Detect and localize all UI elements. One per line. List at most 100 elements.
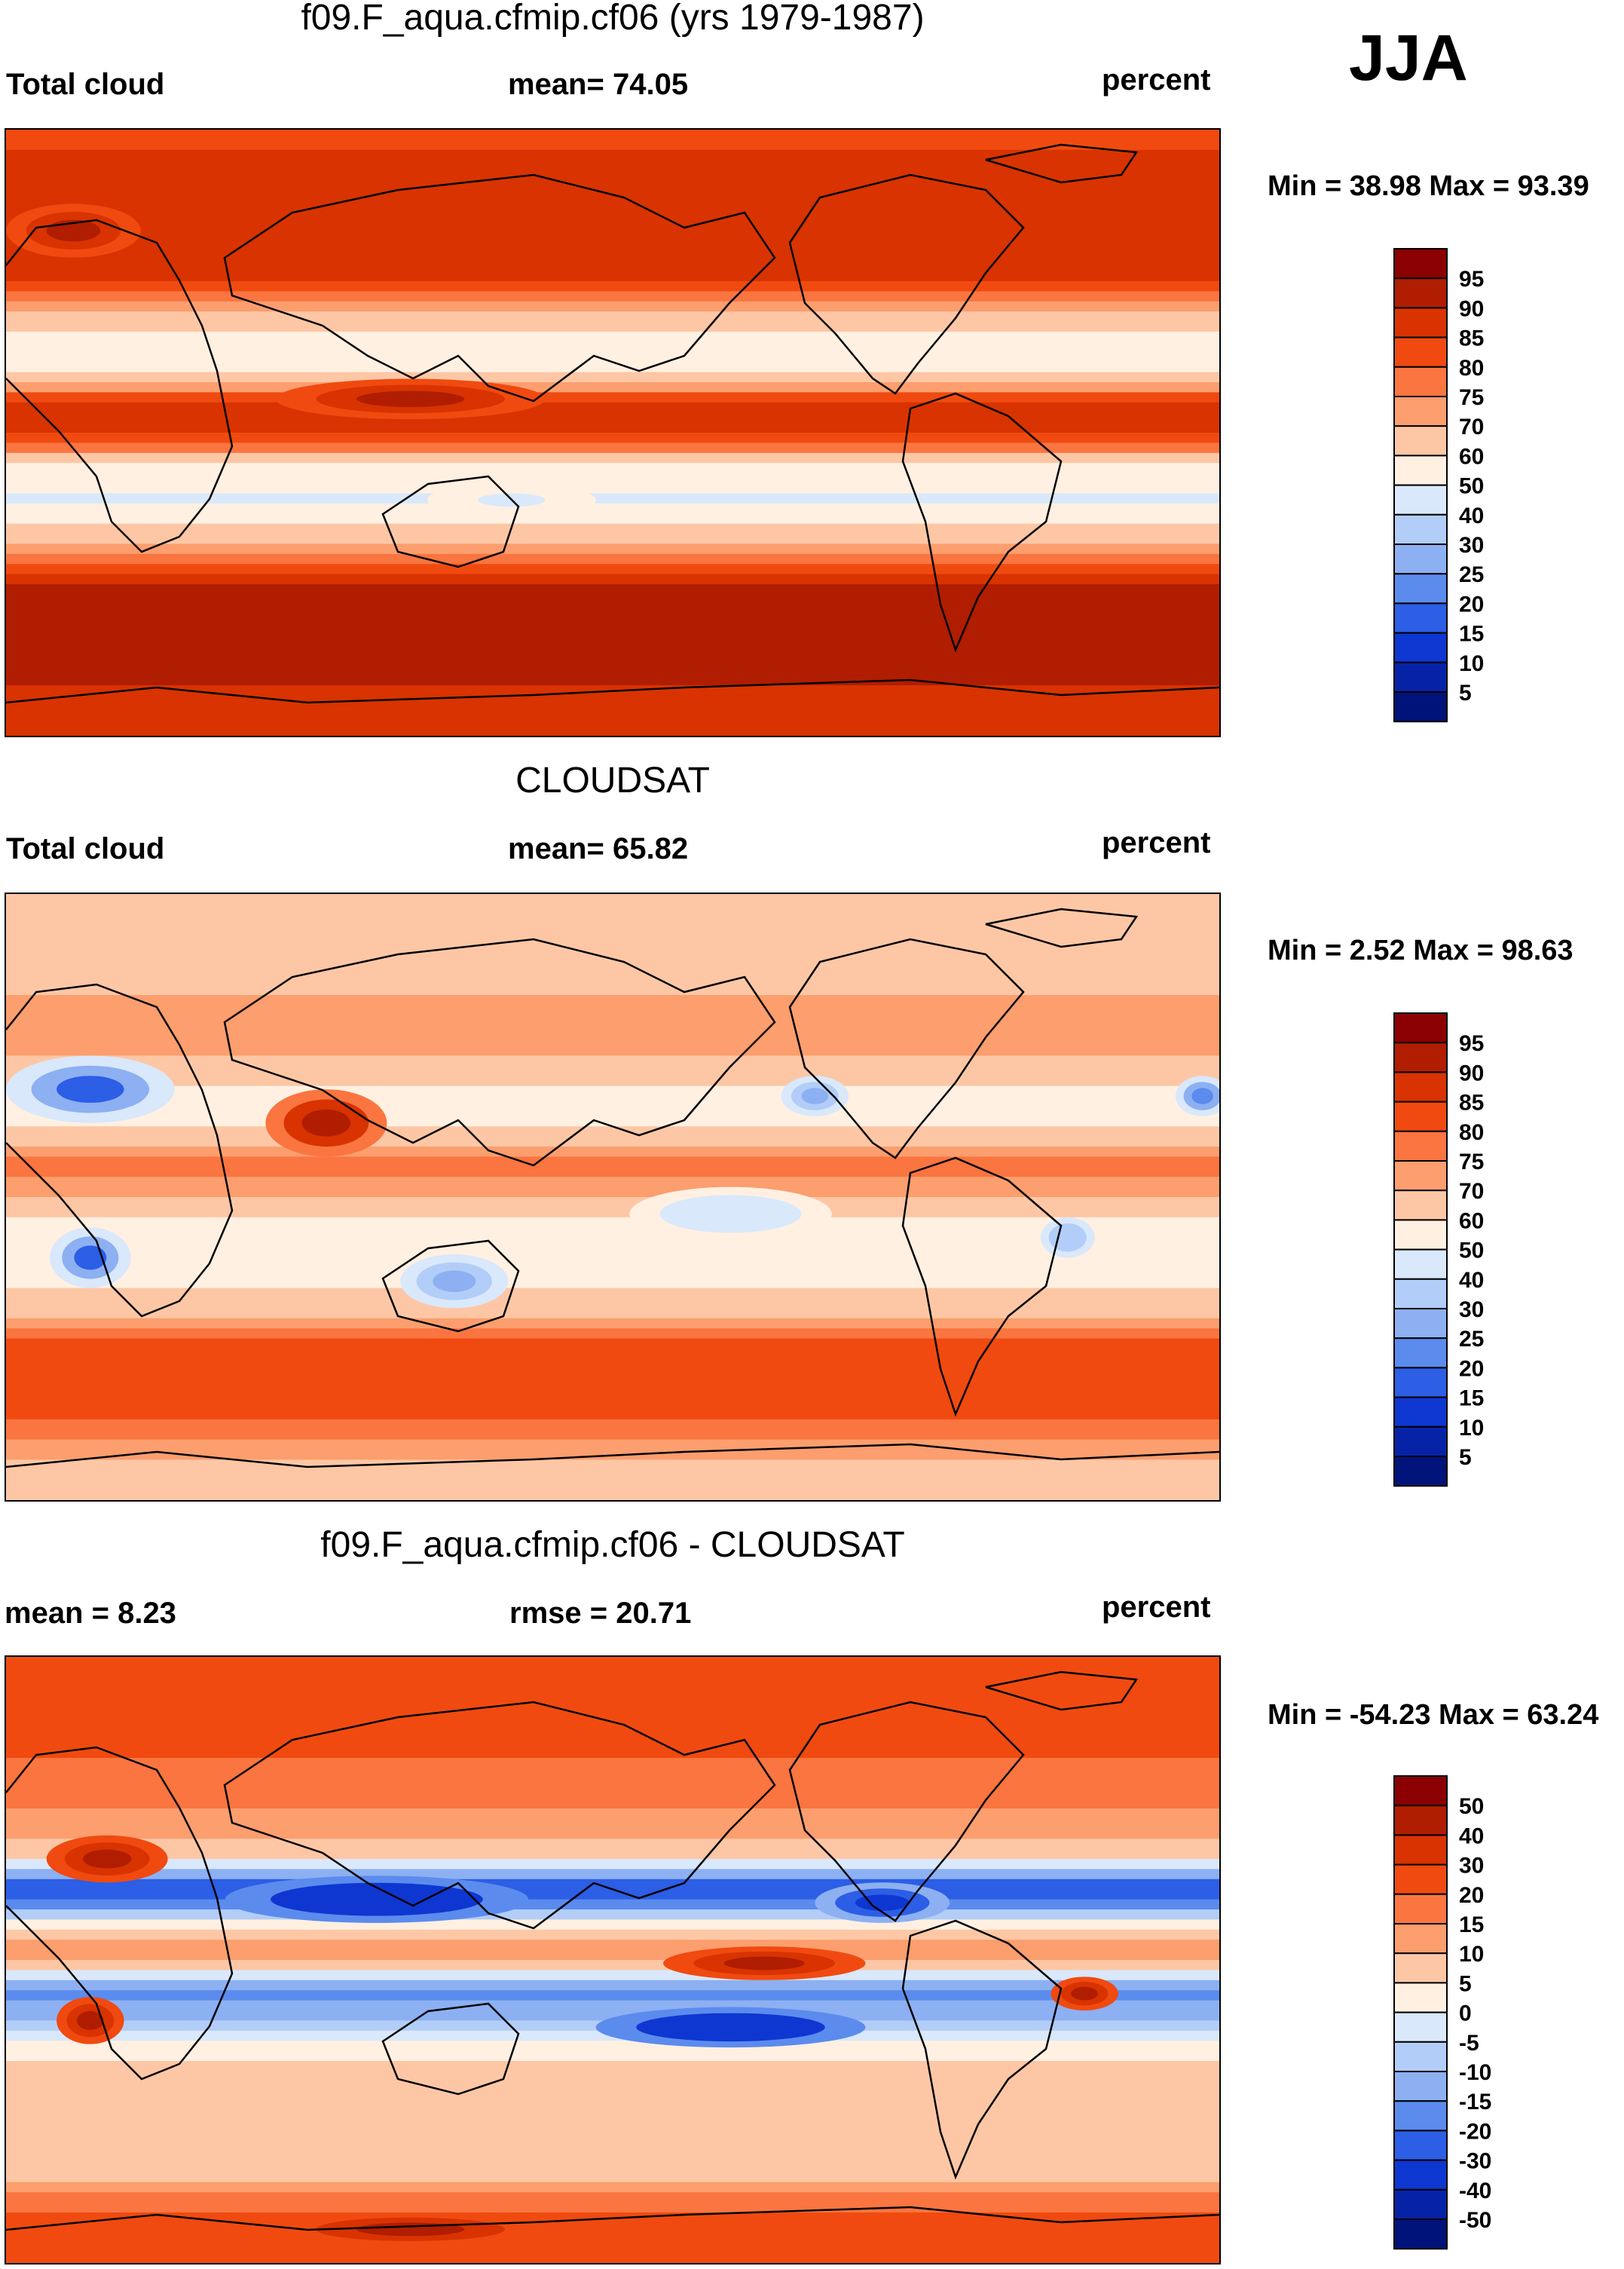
contour-band xyxy=(6,604,1219,615)
contour-region xyxy=(1057,1229,1079,1246)
colorbar-tick-label: 50 xyxy=(1459,474,1484,499)
colorbar-tick-label: 50 xyxy=(1459,1239,1484,1263)
contour-band xyxy=(6,635,1219,645)
panel2-mean-label: mean= 65.82 xyxy=(508,832,689,865)
colorbar-box xyxy=(1393,1396,1448,1428)
coastline xyxy=(788,938,1025,1159)
contour-band xyxy=(6,1859,1219,1869)
colorbar-tick-label: 10 xyxy=(1459,1416,1484,1441)
colorbar-tick-label: 30 xyxy=(1459,533,1484,558)
colorbar-box xyxy=(1393,2130,1448,2161)
contour-band xyxy=(6,422,1219,433)
contour-band xyxy=(6,2050,1219,2062)
contour-band xyxy=(6,1116,1219,1127)
colorbar-tick-label: 95 xyxy=(1459,1031,1484,1056)
colorbar-tick-label: -5 xyxy=(1459,2031,1479,2056)
colorbar-tick-label: 30 xyxy=(1459,1297,1484,1322)
colorbar-box xyxy=(1393,1456,1448,1487)
contour-band xyxy=(6,160,1219,171)
colorbar-box xyxy=(1393,2041,1448,2072)
colorbar-tick-label: 90 xyxy=(1459,1061,1484,1086)
colorbar-box xyxy=(1393,632,1448,663)
coastline xyxy=(381,475,520,568)
colorbar-tick-label: 95 xyxy=(1459,267,1484,292)
colorbar-box xyxy=(1393,455,1448,486)
contour-band xyxy=(6,1919,1219,1931)
contour-band xyxy=(6,2041,1219,2052)
contour-band xyxy=(6,1025,1219,1037)
coastline xyxy=(788,173,1025,395)
panel1-mean-label: mean= 74.05 xyxy=(508,68,689,101)
panel3-units-label: percent xyxy=(1102,1591,1211,1624)
colorbar-tick-label: 60 xyxy=(1459,1208,1484,1233)
contour-band xyxy=(6,1828,1219,1839)
contour-band xyxy=(6,1808,1219,1819)
contour-band xyxy=(6,483,1219,494)
colorbar-tick-label: -40 xyxy=(1459,2179,1491,2203)
contour-region xyxy=(1071,1986,1098,2001)
contour-band xyxy=(6,705,1219,716)
panel1-units-label: percent xyxy=(1102,63,1211,96)
coastline xyxy=(223,938,776,1167)
contour-band xyxy=(6,452,1219,464)
contour-band xyxy=(6,695,1219,706)
colorbar-tick-label: -50 xyxy=(1459,2208,1491,2233)
contour-band xyxy=(6,1970,1219,1981)
contour-region xyxy=(723,1956,805,1970)
contour-band xyxy=(6,894,1219,905)
panel2-contour-plot xyxy=(6,894,1219,1500)
contour-band xyxy=(6,725,1219,736)
coastline xyxy=(6,678,1219,704)
contour-band xyxy=(6,503,1219,514)
contour-band xyxy=(6,2061,1219,2071)
colorbar-box xyxy=(1393,2188,1448,2220)
contour-band xyxy=(6,1469,1219,1481)
contour-band xyxy=(6,995,1219,1006)
contour-band xyxy=(6,1707,1219,1718)
colorbar-tick-label: 85 xyxy=(1459,326,1484,351)
colorbar-box xyxy=(1393,1219,1448,1251)
colorbar-tick-label: -30 xyxy=(1459,2149,1491,2174)
contour-band xyxy=(6,1086,1219,1097)
colorbar-box xyxy=(1393,2218,1448,2250)
contour-band xyxy=(6,2111,1219,2122)
coastline xyxy=(223,173,776,403)
contour-band xyxy=(6,1687,1219,1698)
colorbar-tick-label: 5 xyxy=(1459,681,1472,706)
colorbar-tick-label: 70 xyxy=(1459,1179,1484,1204)
coastline xyxy=(985,143,1139,184)
contour-band xyxy=(6,332,1219,342)
contour-band xyxy=(6,1909,1219,1920)
contour-band xyxy=(6,1768,1219,1779)
contour-region xyxy=(76,2010,104,2030)
contour-band xyxy=(6,534,1219,544)
colorbar-box xyxy=(1393,1337,1448,1369)
contour-band xyxy=(6,1657,1219,1667)
contour-band xyxy=(6,945,1219,955)
colorbar-box xyxy=(1393,484,1448,516)
contour-band xyxy=(6,2172,1219,2183)
colorbar-tick-label: -15 xyxy=(1459,2090,1491,2114)
contour-band xyxy=(6,1960,1219,1970)
contour-band xyxy=(6,1207,1219,1218)
contour-band xyxy=(6,1788,1219,1799)
colorbar-tick-label: 40 xyxy=(1459,1823,1484,1848)
contour-band xyxy=(6,1409,1219,1420)
coastline xyxy=(6,1746,234,2081)
colorbar-box xyxy=(1393,1834,1448,1866)
colorbar-box xyxy=(1393,1775,1448,1807)
colorbar-box xyxy=(1393,1952,1448,1984)
colorbar-tick-label: 50 xyxy=(1459,1794,1484,1819)
contour-band xyxy=(6,1848,1219,1860)
contour-band xyxy=(6,1889,1219,1900)
contour-band xyxy=(6,463,1219,474)
colorbar-box xyxy=(1393,1071,1448,1103)
panel2-title: CLOUDSAT xyxy=(515,761,710,801)
contour-band xyxy=(6,281,1219,292)
colorbar-box xyxy=(1393,1130,1448,1162)
panel2-units-label: percent xyxy=(1102,826,1211,859)
contour-band xyxy=(6,1429,1219,1441)
contour-band xyxy=(6,1899,1219,1910)
contour-band xyxy=(6,1929,1219,1940)
contour-band xyxy=(6,301,1219,312)
